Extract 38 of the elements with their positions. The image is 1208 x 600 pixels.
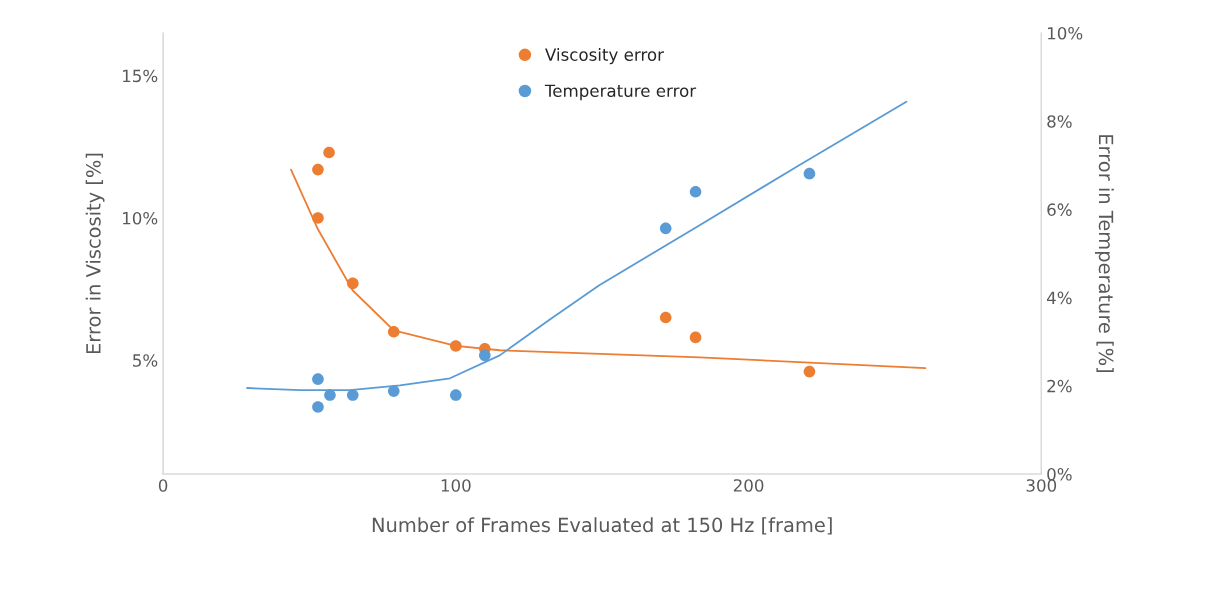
y2-axis-title: Error in Temperature [%] xyxy=(1094,135,1114,373)
point xyxy=(689,185,702,198)
point xyxy=(312,163,324,176)
y2-tick-label: 2% xyxy=(1047,379,1072,393)
x-axis-title: Number of Frames Evaluated at 150 Hz [frame] xyxy=(372,517,832,535)
point xyxy=(312,401,324,413)
y-axis-title: Error in Viscosity [%] xyxy=(85,153,105,354)
point xyxy=(346,389,359,401)
point xyxy=(450,340,462,352)
y-tick-label: 5% xyxy=(133,354,158,367)
legend-label: Temperature error xyxy=(544,84,697,101)
point xyxy=(659,222,672,235)
y2-tick-label: 4% xyxy=(1046,291,1072,305)
point xyxy=(346,277,359,290)
point xyxy=(324,389,336,401)
line-series xyxy=(290,168,927,370)
point xyxy=(659,311,672,324)
y-tick-label: 10% xyxy=(123,211,158,225)
x-tick-label: 0 xyxy=(158,479,168,492)
point xyxy=(312,212,324,224)
y2-tick-label: 0% xyxy=(1047,467,1072,481)
y-tick-label: 15% xyxy=(123,69,158,83)
point xyxy=(450,389,462,401)
point xyxy=(387,325,400,338)
x-tick-label: 200 xyxy=(733,479,764,492)
point xyxy=(689,331,702,344)
point xyxy=(312,373,324,385)
legend-label: Viscosity error xyxy=(545,48,664,65)
y2-tick-label: 8% xyxy=(1047,115,1072,128)
point xyxy=(323,146,335,159)
x-tick-label: 100 xyxy=(441,479,471,492)
x-tick-label: 300 xyxy=(1026,479,1057,492)
point xyxy=(478,349,491,362)
point xyxy=(803,365,816,378)
y2-tick-label: 10% xyxy=(1047,26,1083,40)
point xyxy=(803,167,816,180)
y2-tick-label: 6% xyxy=(1047,203,1072,216)
point xyxy=(387,385,400,397)
